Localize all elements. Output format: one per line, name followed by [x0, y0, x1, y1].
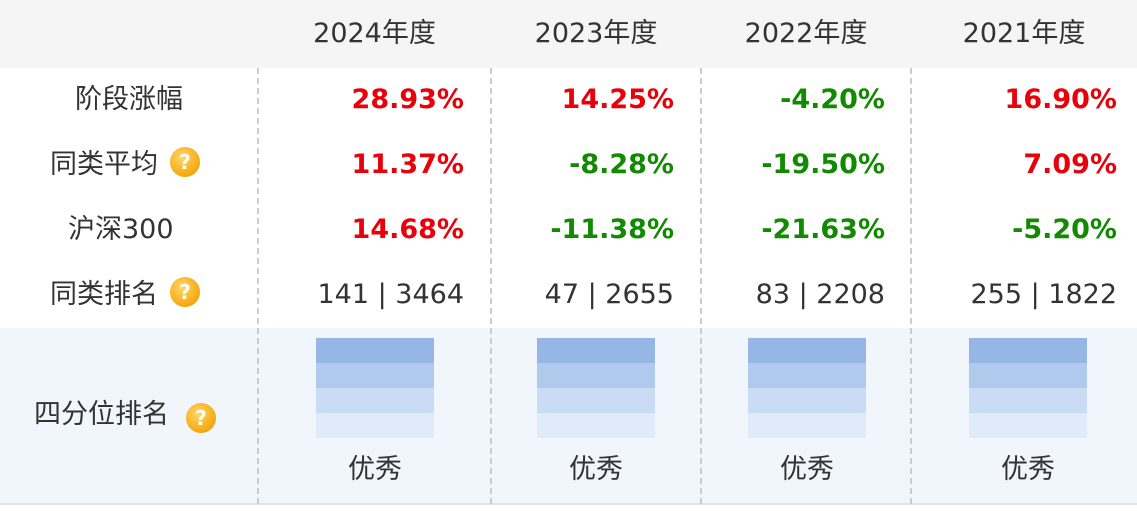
table-header: 2024年度 2023年度 2022年度 2021年度: [0, 0, 1137, 68]
quartile-segment-bottom: [748, 413, 866, 438]
csi300-2021: -5.20%: [1012, 214, 1117, 245]
quartile-rank-2024: 优秀: [348, 454, 402, 485]
quartile-segment-top: [316, 338, 434, 363]
quartile-segment-upper: [537, 363, 655, 388]
quartile-rank-2021: 优秀: [1001, 454, 1055, 485]
quartile-segment-bottom: [537, 413, 655, 438]
row-label-quartile-rank: 四分位排名: [34, 399, 169, 430]
csi300-2023: -11.38%: [550, 214, 674, 245]
period-return-2022: -4.20%: [780, 84, 885, 115]
year-header-2022[interactable]: 2022年度: [744, 18, 868, 49]
row-label-peer-average: 同类平均: [50, 149, 158, 180]
csi300-2022: -21.63%: [761, 214, 885, 245]
help-icon[interactable]: ?: [170, 277, 200, 307]
column-divider: [910, 68, 912, 504]
period-return-2021: 16.90%: [1004, 84, 1117, 115]
peer-rank-2021: 255 | 1822: [970, 279, 1117, 310]
peer-average-2021: 7.09%: [1023, 149, 1117, 180]
quartile-rank-2023: 优秀: [569, 454, 623, 485]
peer-rank-2023: 47 | 2655: [544, 279, 674, 310]
quartile-bar-2021: [969, 338, 1087, 438]
quartile-segment-top: [969, 338, 1087, 363]
help-icon[interactable]: ?: [186, 403, 216, 433]
csi300-2024: 14.68%: [351, 214, 464, 245]
quartile-segment-bottom: [316, 413, 434, 438]
column-divider: [700, 68, 702, 504]
peer-average-2023: -8.28%: [569, 149, 674, 180]
quartile-segment-lower: [969, 388, 1087, 413]
row-label-peer-rank: 同类排名: [50, 279, 158, 310]
quartile-segment-bottom: [969, 413, 1087, 438]
peer-average-2022: -19.50%: [761, 149, 885, 180]
peer-rank-2024: 141 | 3464: [317, 279, 464, 310]
quartile-segment-upper: [316, 363, 434, 388]
bottom-divider: [0, 503, 1137, 505]
quartile-segment-lower: [537, 388, 655, 413]
quartile-segment-top: [748, 338, 866, 363]
peer-rank-2022: 83 | 2208: [755, 279, 885, 310]
year-header-2021[interactable]: 2021年度: [962, 18, 1086, 49]
quartile-bar-2023: [537, 338, 655, 438]
column-divider: [257, 68, 259, 504]
year-header-2023[interactable]: 2023年度: [534, 18, 658, 49]
quartile-bar-2022: [748, 338, 866, 438]
quartile-segment-lower: [316, 388, 434, 413]
quartile-segment-lower: [748, 388, 866, 413]
quartile-segment-top: [537, 338, 655, 363]
column-divider: [490, 68, 492, 504]
period-return-2024: 28.93%: [351, 84, 464, 115]
peer-average-2024: 11.37%: [351, 149, 464, 180]
row-label-period-return: 阶段涨幅: [75, 84, 183, 115]
quartile-bar-2024: [316, 338, 434, 438]
help-icon[interactable]: ?: [170, 147, 200, 177]
quartile-segment-upper: [969, 363, 1087, 388]
period-return-2023: 14.25%: [561, 84, 674, 115]
quartile-segment-upper: [748, 363, 866, 388]
quartile-rank-2022: 优秀: [780, 454, 834, 485]
year-header-2024[interactable]: 2024年度: [313, 18, 436, 49]
row-label-csi300: 沪深300: [68, 214, 174, 245]
